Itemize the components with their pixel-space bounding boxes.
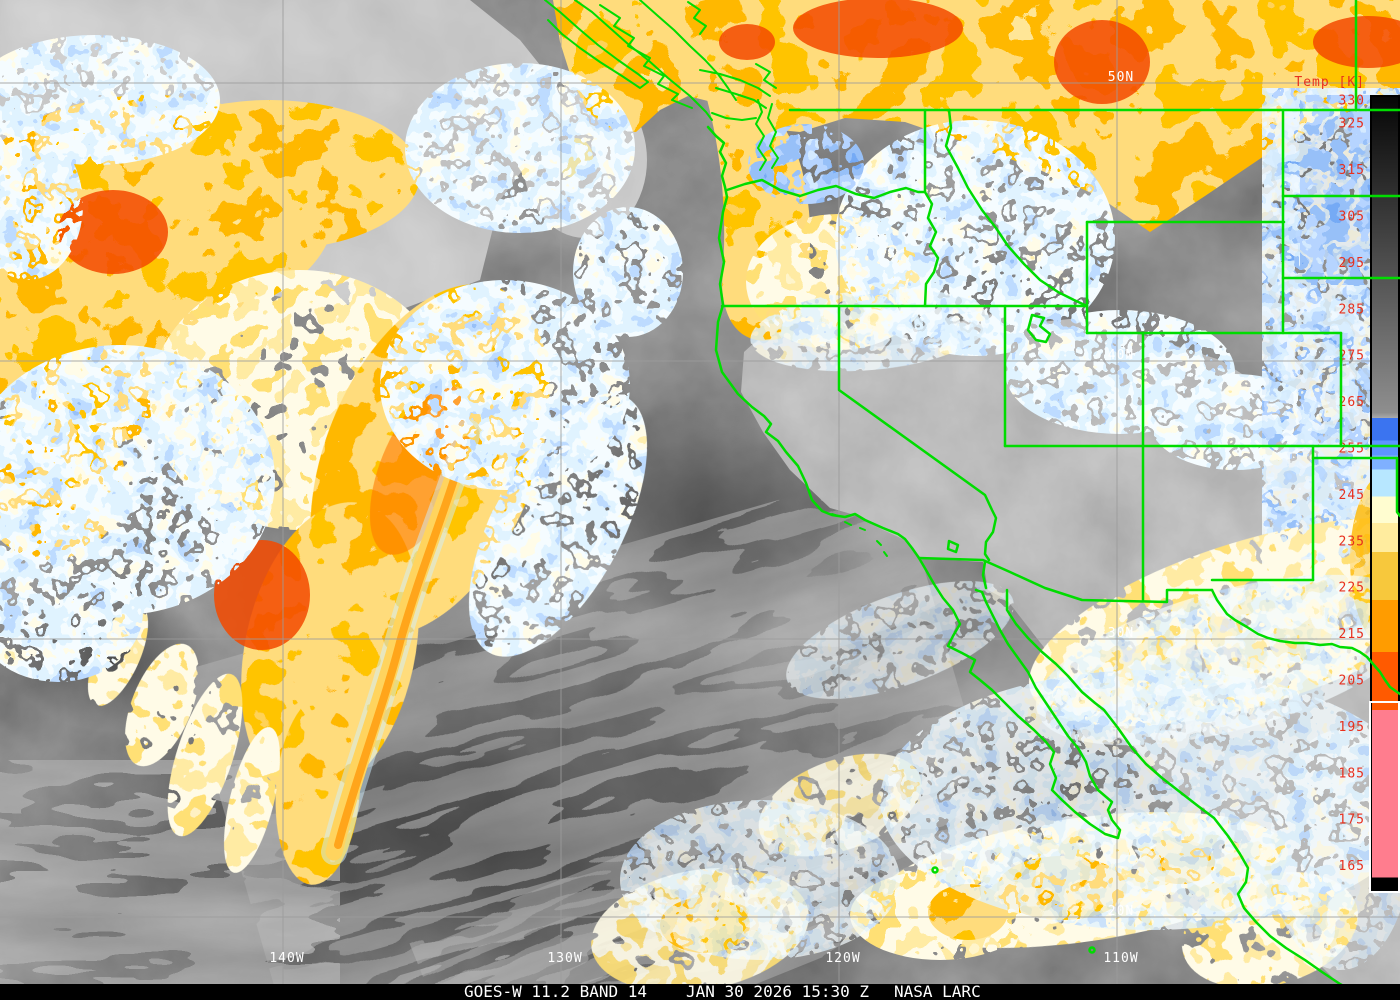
border-us-mexico xyxy=(917,556,1214,604)
coastline-west xyxy=(706,125,921,560)
lon-label: 140W xyxy=(269,951,304,966)
colorbar-tick-label: 195 xyxy=(1339,720,1365,735)
colorbar-tick-label: 275 xyxy=(1339,349,1365,364)
mexico-tropical-clouds xyxy=(591,470,1400,993)
colorbar-tick-label: 225 xyxy=(1339,581,1365,596)
caption-bar: GOES-W 11.2 BAND 14 JAN 30 2026 15:30 Z … xyxy=(0,982,1400,1000)
lat-label: 40N xyxy=(1108,348,1134,363)
puget-sound xyxy=(711,99,779,171)
border-wa-or-columbia xyxy=(725,178,927,200)
thin-frontal-streak xyxy=(321,419,481,865)
border-rio-grande xyxy=(1210,588,1400,696)
state-boundaries xyxy=(544,0,1400,1000)
caption-datetime: JAN 30 2026 15:30 Z xyxy=(686,982,869,1000)
colorbar-tick-label: 265 xyxy=(1339,395,1365,410)
latitude-labels: 50N 40N 30N 20N xyxy=(1108,70,1134,919)
northern-warm-band xyxy=(553,0,1400,232)
channel-islands xyxy=(831,513,888,557)
longitude-labels: 140W 130W 120W 110W xyxy=(269,951,1138,966)
lake-mexico-dot2 xyxy=(1088,946,1096,954)
caption-credit: NASA LARC xyxy=(894,982,981,1000)
colorbar-tick-label: 175 xyxy=(1339,813,1365,828)
lake-mexico-dot xyxy=(931,866,939,874)
colorbar-tick-label: 245 xyxy=(1339,488,1365,503)
colorbar-tick-label: 325 xyxy=(1339,117,1365,132)
border-tx-100w xyxy=(1395,456,1400,518)
border-or-id-snake xyxy=(923,190,940,308)
great-salt-lake xyxy=(1026,313,1052,344)
colorbar-tick-label: 235 xyxy=(1339,534,1365,549)
lat-label: 20N xyxy=(1108,904,1134,919)
coastline-bc-fjords xyxy=(544,0,777,121)
colorbar-tick-label: 215 xyxy=(1339,627,1365,642)
colorbar-lower-border xyxy=(1369,701,1400,893)
salton-sea xyxy=(946,539,960,554)
colorbar-tick-label: 305 xyxy=(1339,210,1365,225)
border-ca-nv xyxy=(837,304,998,562)
colorbar xyxy=(1369,95,1400,893)
colorbar-scale xyxy=(1372,97,1398,890)
river-colorado-delta xyxy=(981,560,988,590)
coastline-baja xyxy=(917,556,1122,840)
colorbar-tick-label: 165 xyxy=(1339,859,1365,874)
lon-label: 130W xyxy=(547,951,582,966)
coastline-sonora xyxy=(1005,588,1372,1000)
colorbar-tick-label: 255 xyxy=(1339,442,1365,457)
border-mt-id xyxy=(944,108,1089,308)
colorbar-tick-label: 205 xyxy=(1339,674,1365,689)
caption-instrument: GOES-W 11.2 BAND 14 xyxy=(464,982,647,1000)
colorbar-tick-label: 185 xyxy=(1339,766,1365,781)
colorbar-tick-label: 330 xyxy=(1339,94,1365,109)
lat-label: 30N xyxy=(1108,626,1134,641)
colorbar-title: Temp [K] xyxy=(1294,75,1365,90)
colorbar-tick-label: 285 xyxy=(1339,302,1365,317)
caption-background xyxy=(0,984,1400,1000)
lat-label: 50N xyxy=(1108,70,1134,85)
colorbar-tick-label: 295 xyxy=(1339,256,1365,271)
lon-label: 120W xyxy=(825,951,860,966)
colorbar-tick-label: 315 xyxy=(1339,163,1365,178)
lon-label: 110W xyxy=(1103,951,1138,966)
